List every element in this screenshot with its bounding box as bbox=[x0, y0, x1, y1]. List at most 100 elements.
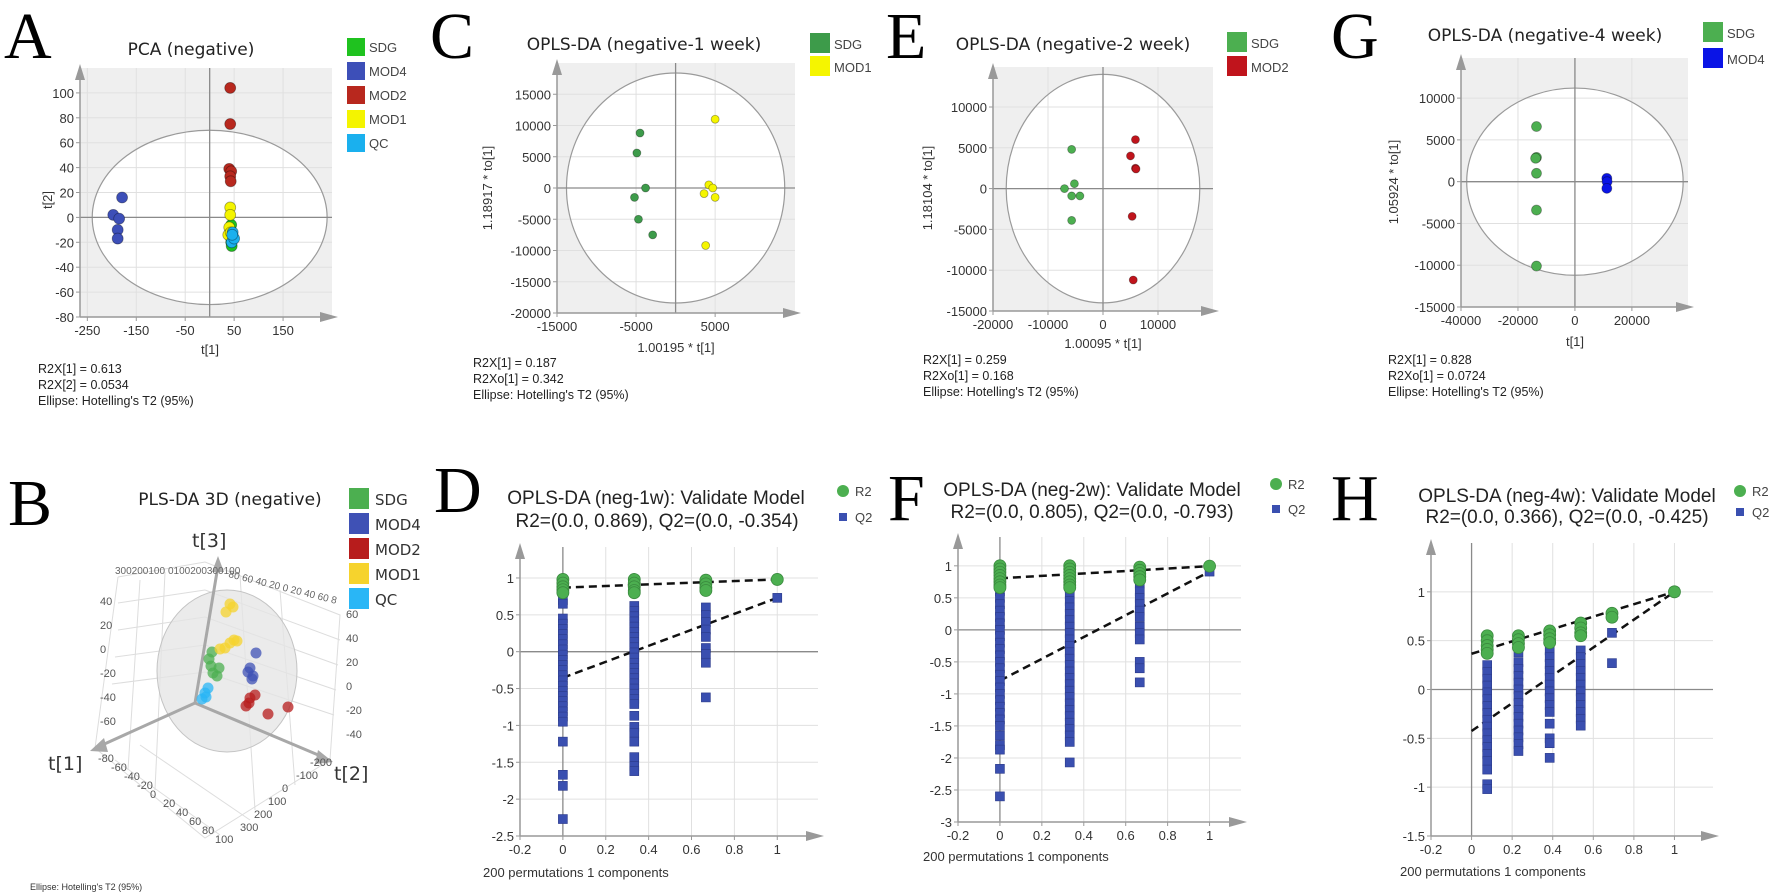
x-tick-label: -15000 bbox=[537, 319, 577, 334]
panel-b-x-tick: 40 bbox=[176, 807, 188, 819]
q2-point bbox=[701, 692, 711, 703]
data-point-sdg bbox=[1531, 121, 1542, 132]
model-stat: R2X[1] = 0.259 bbox=[923, 353, 1007, 367]
y-tick-label: 40 bbox=[60, 161, 74, 176]
y-tick-label: -80 bbox=[55, 310, 74, 325]
x-tick-label: -0.2 bbox=[947, 828, 969, 843]
panel-b-t2-arrow bbox=[315, 750, 333, 764]
data-point-mod1 bbox=[231, 635, 243, 647]
panel-e: -20000 -10000 0 10000 10000 5000 0 -5000 -10000 -… bbox=[920, 32, 1289, 399]
panel-b-z-tick-right: -20 bbox=[346, 705, 362, 717]
x-axis-label: t[1] bbox=[201, 342, 219, 357]
panel-b-z-tick-left: 40 bbox=[100, 596, 112, 608]
x-tick-label: -5000 bbox=[619, 319, 652, 334]
x-tick-label: 0.2 bbox=[1503, 842, 1521, 857]
r2-point bbox=[1543, 636, 1557, 650]
panel-b-z-tick-left: -40 bbox=[100, 692, 116, 704]
panel-b-x-tick: -20 bbox=[137, 780, 153, 792]
y-tick-label: 1 bbox=[945, 559, 952, 574]
q2-point bbox=[995, 730, 1005, 741]
data-point-mod1 bbox=[699, 189, 709, 199]
plot-area bbox=[520, 547, 818, 836]
y-tick-label: -3 bbox=[940, 815, 952, 830]
q2-point bbox=[1134, 634, 1145, 645]
y-axis-label: t[2] bbox=[40, 191, 55, 209]
r2-point bbox=[627, 586, 641, 600]
q2-point bbox=[1544, 707, 1555, 717]
y-tick-label: -10000 bbox=[1415, 258, 1455, 273]
y-tick-label: 0.5 bbox=[1407, 634, 1425, 649]
q2-point bbox=[558, 814, 568, 824]
panel-b-footnote: Ellipse: Hotelling's T2 (95%) bbox=[30, 882, 142, 892]
legend-swatch-sdg bbox=[347, 38, 365, 56]
q2-point bbox=[995, 744, 1005, 755]
panel-b-axes bbox=[99, 565, 324, 759]
y-tick-label: 0 bbox=[945, 623, 952, 638]
x-tick-label: -250 bbox=[74, 323, 100, 338]
x-axis-label: 200 permutations 1 components bbox=[1400, 864, 1586, 879]
legend-label-mod4: MOD4 bbox=[369, 64, 407, 79]
legend-label-qc: QC bbox=[375, 591, 397, 609]
r2-point bbox=[556, 586, 570, 600]
q2-point bbox=[701, 657, 711, 668]
data-point-sdg bbox=[1067, 145, 1077, 154]
y-axis-arrow bbox=[515, 543, 525, 559]
x-tick-label: 0 bbox=[1099, 317, 1106, 332]
x-tick-label: 0 bbox=[996, 828, 1003, 843]
legend-swatch-mod1 bbox=[349, 563, 369, 584]
legend-swatch-sdg bbox=[1703, 22, 1723, 42]
x-tick-label: 0 bbox=[1571, 313, 1578, 328]
y-tick-label: -0.5 bbox=[1403, 731, 1425, 746]
panel-b-pls-da-3d: PLS-DA 3D (negative) t[3] t[1] t[2] 3002… bbox=[30, 488, 421, 892]
y-tick-label: -15000 bbox=[947, 304, 987, 319]
legend-label-mod2: MOD2 bbox=[375, 541, 421, 559]
x-axis-label: 1.00095 * t[1] bbox=[1064, 336, 1141, 351]
panel-b-x-tick: -60 bbox=[111, 762, 127, 774]
legend-label-sdg: SDG bbox=[375, 491, 408, 509]
data-point-qc bbox=[226, 228, 239, 241]
x-tick-label: 0.8 bbox=[1625, 842, 1643, 857]
legend-label-sdg: SDG bbox=[1251, 36, 1279, 51]
x-axis-label: 200 permutations 1 components bbox=[483, 865, 669, 880]
legend-label-r2: R2 bbox=[855, 484, 872, 499]
y-tick-label: -10000 bbox=[511, 244, 551, 259]
x-axis-label: 1.00195 * t[1] bbox=[637, 340, 714, 355]
q2-point bbox=[1607, 658, 1617, 668]
x-axis-arrow bbox=[783, 308, 801, 318]
legend-label-q2: Q2 bbox=[855, 510, 872, 525]
r2-point bbox=[1668, 585, 1681, 599]
panel-letters: A B C E G D F H bbox=[4, 0, 1379, 540]
data-point-sdg bbox=[648, 230, 658, 240]
y-tick-label: -1.5 bbox=[1403, 829, 1425, 844]
legend-swatch-mod2 bbox=[347, 86, 365, 104]
data-point-mod2 bbox=[249, 689, 261, 701]
x-tick-label: 0.6 bbox=[682, 842, 700, 857]
data-point-sdg bbox=[213, 662, 225, 674]
panel-b-axis-t1: t[1] bbox=[48, 753, 82, 775]
panel-b-x-tick: 80 bbox=[202, 825, 214, 837]
q2-point bbox=[701, 649, 711, 659]
y-axis-label: 1.18917 * to[1] bbox=[480, 146, 495, 231]
panel-letter-b: B bbox=[8, 467, 52, 540]
q2-point bbox=[995, 791, 1005, 802]
x-tick-label: -0.2 bbox=[509, 842, 531, 857]
data-point-mod2 bbox=[1131, 135, 1140, 145]
legend-marker-r2 bbox=[1270, 478, 1282, 490]
panel-b-y-tick: 200 bbox=[254, 809, 272, 821]
panel-letter-f: F bbox=[888, 462, 925, 535]
panel-title: OPLS-DA (neg-4w): Validate Model bbox=[1418, 486, 1715, 507]
x-tick-label: -20000 bbox=[973, 317, 1013, 332]
y-tick-label: -20000 bbox=[511, 306, 551, 321]
q2-point bbox=[558, 598, 568, 609]
model-stat: R2X[2] = 0.0534 bbox=[38, 378, 129, 392]
data-point-mod4 bbox=[250, 647, 262, 659]
data-point-sdg bbox=[632, 148, 642, 158]
data-point-sdg bbox=[1060, 184, 1069, 193]
panel-b-y-tick: 0 bbox=[282, 783, 288, 795]
x-tick-label: 20000 bbox=[1614, 313, 1650, 328]
y-tick-label: -0.5 bbox=[492, 682, 514, 697]
data-point-sdg bbox=[1070, 179, 1079, 189]
q2-regression-line bbox=[999, 570, 1211, 682]
legend-swatch-mod4 bbox=[347, 62, 365, 80]
y-axis-label: 1.18104 * to[1] bbox=[920, 146, 935, 231]
